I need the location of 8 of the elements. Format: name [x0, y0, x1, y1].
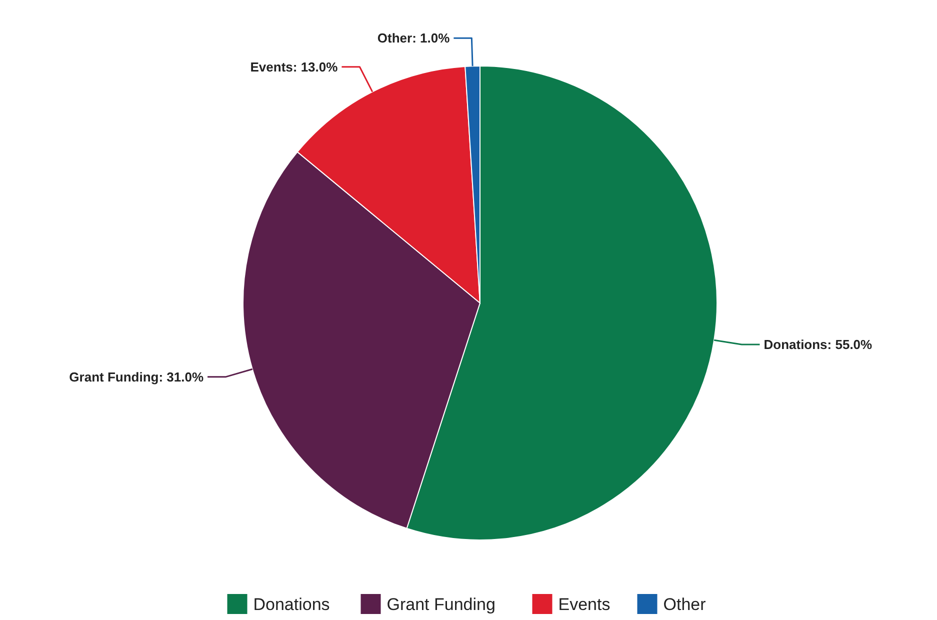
legend-label: Other: [663, 594, 706, 614]
legend-label: Events: [558, 594, 610, 614]
data-label: Donations: 55.0%: [764, 337, 873, 352]
data-label: Other: 1.0%: [377, 30, 450, 46]
data-label: Grant Funding: 31.0%: [69, 369, 204, 384]
legend-label: Grant Funding: [386, 594, 496, 614]
legend-label: Donations: [253, 594, 330, 614]
data-label: Events: 13.0%: [250, 59, 338, 74]
